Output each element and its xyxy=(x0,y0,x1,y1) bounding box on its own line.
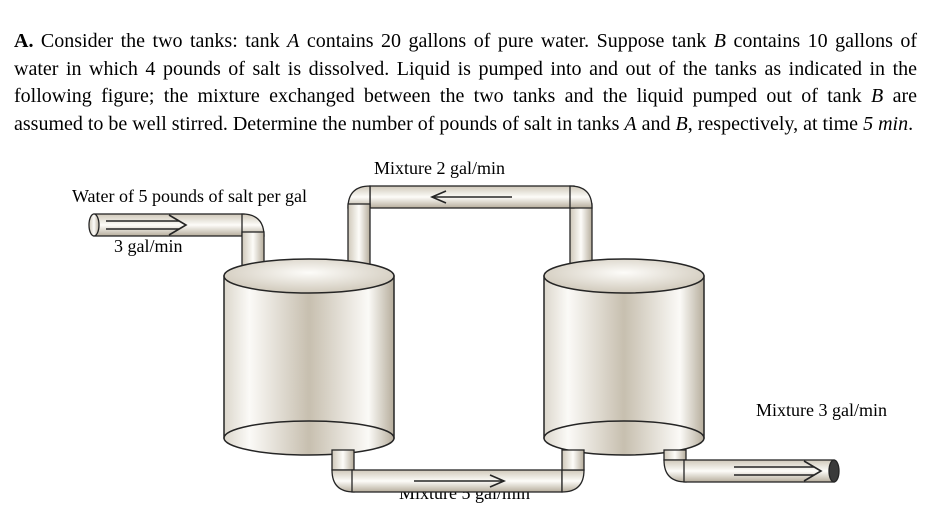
t7: . xyxy=(908,113,913,135)
outflow-pipe xyxy=(664,450,839,482)
tank-a-ref2: A xyxy=(624,113,636,135)
tank-b xyxy=(544,259,704,455)
t1: Consider the two tanks: tank xyxy=(33,30,287,52)
tank-b-ref: B xyxy=(714,30,726,52)
tank-a-ref: A xyxy=(287,30,299,52)
problem-text: A. Consider the two tanks: tank A contai… xyxy=(14,28,917,138)
tank-b-ref2: B xyxy=(871,85,883,107)
tank-b-ref3: B xyxy=(676,113,688,135)
tanks-svg xyxy=(14,158,917,508)
problem-label: A. xyxy=(14,30,33,52)
tanks-figure: Mixture 2 gal/min Water of 5 pounds of s… xyxy=(14,158,917,508)
bottom-pipe xyxy=(332,448,584,492)
time-ref: 5 min xyxy=(863,113,908,135)
t2: contains 20 gallons of pure water. Suppo… xyxy=(299,30,713,52)
t6: , respectively, at time xyxy=(688,113,863,135)
tank-a xyxy=(224,259,394,455)
t5: and xyxy=(637,113,676,135)
top-pipe xyxy=(348,186,592,279)
